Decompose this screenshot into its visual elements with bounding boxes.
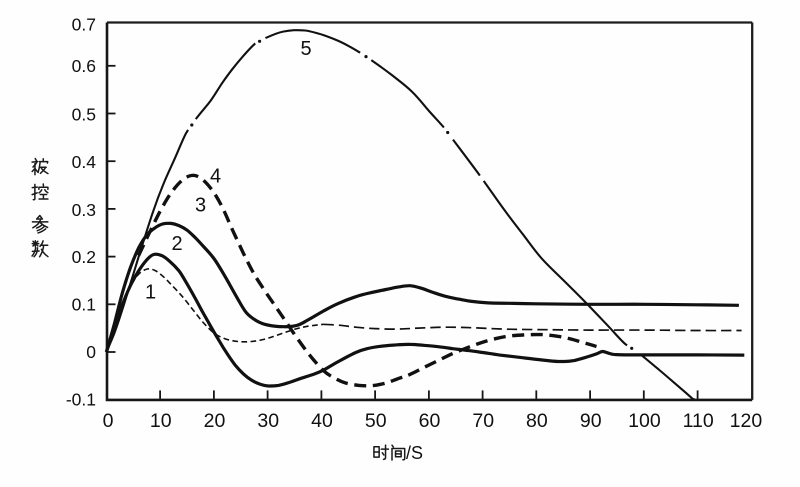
svg-text:60: 60 xyxy=(419,410,441,432)
svg-text:0.6: 0.6 xyxy=(72,56,96,76)
svg-text:10: 10 xyxy=(150,410,172,432)
svg-text:110: 110 xyxy=(683,410,714,432)
svg-text:90: 90 xyxy=(580,410,602,432)
svg-text:0: 0 xyxy=(103,410,114,432)
svg-text:-0.1: -0.1 xyxy=(66,390,96,410)
svg-text:0.3: 0.3 xyxy=(72,200,96,220)
svg-text:3: 3 xyxy=(195,195,206,217)
svg-text:100: 100 xyxy=(628,410,661,432)
svg-text:0.1: 0.1 xyxy=(72,294,96,314)
svg-text:20: 20 xyxy=(204,410,226,432)
svg-text:120: 120 xyxy=(730,410,763,432)
svg-text:40: 40 xyxy=(311,410,333,432)
svg-text:0: 0 xyxy=(86,342,96,362)
svg-text:0.2: 0.2 xyxy=(72,247,96,267)
svg-text:0.5: 0.5 xyxy=(72,105,96,125)
svg-text:5: 5 xyxy=(300,38,311,60)
svg-text:30: 30 xyxy=(257,410,279,432)
svg-text:0.4: 0.4 xyxy=(72,152,97,172)
svg-text:/S: /S xyxy=(406,443,423,463)
svg-text:50: 50 xyxy=(365,410,387,432)
svg-text:70: 70 xyxy=(472,410,494,432)
svg-text:4: 4 xyxy=(210,166,221,188)
svg-text:2: 2 xyxy=(171,233,182,255)
svg-text:80: 80 xyxy=(526,410,548,432)
svg-text:0.7: 0.7 xyxy=(72,15,96,35)
svg-text:1: 1 xyxy=(145,282,156,304)
